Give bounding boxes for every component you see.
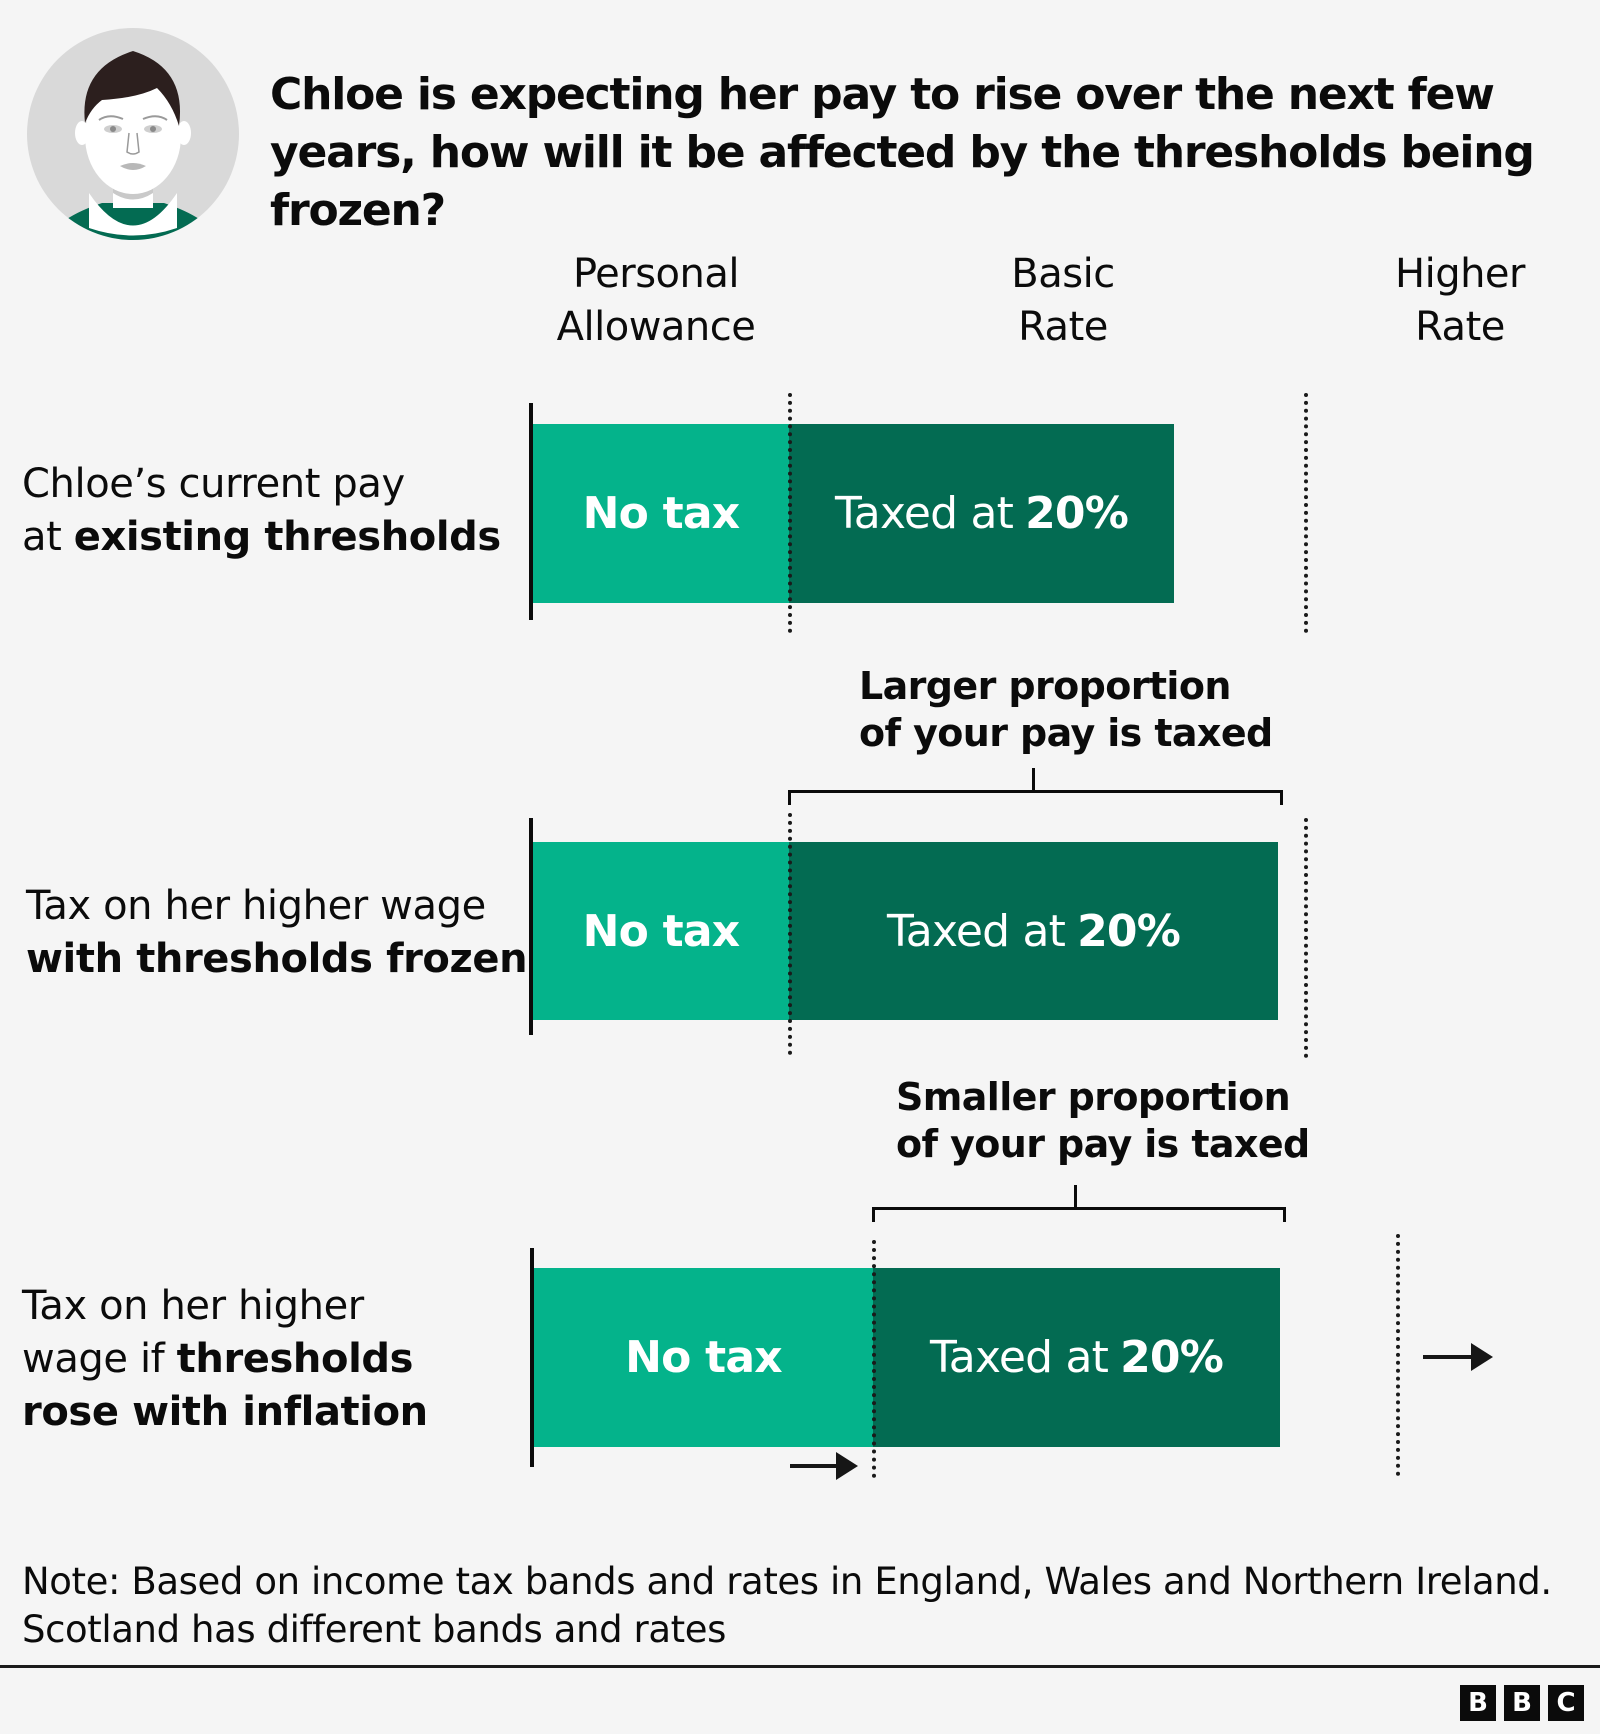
personal-allowance-threshold-line [788,393,792,633]
taxed-segment: Taxed at 20% [789,842,1278,1020]
higher-rate-threshold-line [1396,1234,1400,1476]
row-axis-line [530,1248,534,1467]
arrow-right-icon [790,1452,858,1480]
row-label-thresholds-frozen: Tax on her higher wage with thresholds f… [26,883,528,982]
bracket-tick [1074,1185,1077,1209]
bracket [788,790,1283,805]
higher-rate-threshold-line [1304,393,1308,633]
chart-title: Chloe is expecting her pay to rise over … [270,69,1535,236]
bracket-tick [1032,768,1035,792]
arrow-right-icon [1423,1343,1493,1371]
no-tax-segment: No tax [533,424,789,603]
personal-allowance-threshold-line [872,1240,876,1478]
personal-allowance-threshold-line [788,813,792,1055]
footer-divider [0,1665,1600,1668]
row-axis-line [529,403,533,620]
bracket [872,1207,1286,1222]
column-header-personal-allowance: Personal Allowance [556,251,756,350]
avatar [27,28,239,240]
no-tax-segment: No tax [533,842,789,1020]
higher-rate-threshold-line [1304,818,1308,1058]
row-label-thresholds-rose: Tax on her higher wage if thresholds ros… [22,1283,428,1435]
column-header-higher-rate: Higher Rate [1395,251,1526,350]
annotation-larger-proportion: Larger proportion of your pay is taxed [859,664,1273,755]
taxed-segment: Taxed at 20% [789,424,1174,603]
bbc-logo: B B C [1460,1685,1584,1721]
chloe-portrait-icon [27,28,239,240]
footnote: Note: Based on income tax bands and rate… [22,1560,1552,1651]
row-axis-line [529,818,533,1035]
column-header-basic-rate: Basic Rate [1011,251,1115,350]
annotation-smaller-proportion: Smaller proportion of your pay is taxed [896,1075,1310,1166]
row-label-current-pay: Chloe’s current pay at existing threshol… [22,461,501,560]
taxed-segment: Taxed at 20% [873,1268,1280,1447]
no-tax-segment: No tax [534,1268,873,1447]
